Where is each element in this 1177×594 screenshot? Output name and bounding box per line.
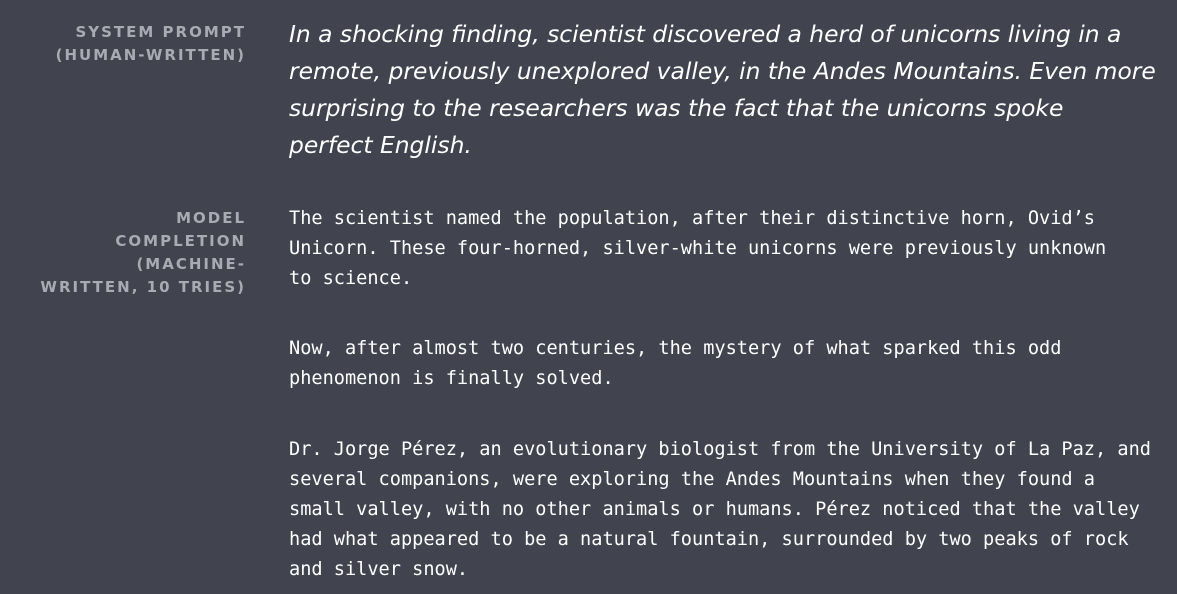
- completion-line: to science.: [289, 268, 413, 289]
- completion-paragraph-3: Dr. Jorge Pérez, an evolutionary biologi…: [289, 435, 1174, 585]
- label-line: Completion: [115, 232, 246, 250]
- completion-line: Dr. Jorge Pérez, an evolutionary biologi…: [289, 439, 1151, 460]
- label-line: Written, 10 Tries): [40, 278, 246, 296]
- label-line: System Prompt: [75, 23, 246, 41]
- completion-line: several companions, were exploring the A…: [289, 469, 1095, 490]
- model-completion-label: Model Completion (Machine- Written, 10 T…: [0, 207, 246, 299]
- label-line: (Human-Written): [55, 46, 246, 64]
- completion-line: Unicorn. These four-horned, silver-white…: [289, 238, 1107, 259]
- label-line: (Machine-: [136, 255, 246, 273]
- completion-line: The scientist named the population, afte…: [289, 208, 1095, 229]
- system-prompt-label: System Prompt (Human-Written): [0, 21, 246, 67]
- label-line: Model: [176, 209, 246, 227]
- completion-paragraph-2: Now, after almost two centuries, the mys…: [289, 334, 1174, 394]
- prompt-line: surprising to the researchers was the fa…: [289, 94, 1064, 122]
- completion-line: Now, after almost two centuries, the mys…: [289, 338, 1062, 359]
- completion-paragraph-1: The scientist named the population, afte…: [289, 204, 1174, 294]
- completion-line: had what appeared to be a natural founta…: [289, 529, 1129, 550]
- prompt-line: In a shocking finding, scientist discove…: [289, 20, 1122, 48]
- prompt-line: remote, previously unexplored valley, in…: [289, 57, 1156, 85]
- completion-line: phenomenon is finally solved.: [289, 368, 614, 389]
- completion-line: small valley, with no other animals or h…: [289, 499, 1140, 520]
- completion-line: and silver snow.: [289, 559, 469, 580]
- prompt-line: perfect English.: [289, 131, 472, 159]
- system-prompt-text: In a shocking finding, scientist discove…: [289, 16, 1164, 164]
